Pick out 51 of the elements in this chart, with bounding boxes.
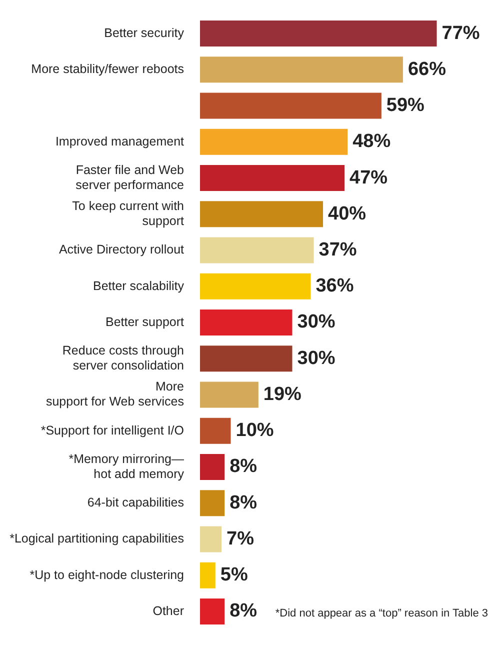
bar bbox=[200, 273, 311, 300]
bar bbox=[200, 598, 225, 624]
y-tick-label: Active Directory rollout bbox=[58, 242, 185, 257]
data-label: 10% bbox=[236, 420, 274, 442]
y-tick-label: *Up to eight-node clustering bbox=[30, 568, 184, 582]
bar bbox=[200, 454, 225, 480]
data-label: 8% bbox=[230, 492, 258, 514]
bar bbox=[200, 165, 345, 192]
data-label: 37% bbox=[318, 240, 357, 260]
data-label: 30% bbox=[297, 348, 336, 369]
data-label: 59% bbox=[386, 95, 425, 116]
data-label: 8% bbox=[230, 456, 258, 478]
bar bbox=[200, 128, 348, 155]
y-tick-label: To keep current with support bbox=[72, 199, 185, 228]
y-tick-label: Improved management bbox=[55, 134, 185, 148]
y-tick-label: More support for Web services bbox=[46, 380, 184, 409]
data-label: 48% bbox=[352, 131, 391, 152]
y-tick-label: Better scalability bbox=[92, 278, 185, 293]
y-tick-label: Faster file and Web server performance bbox=[76, 162, 184, 192]
bar bbox=[200, 490, 225, 516]
bar bbox=[200, 201, 323, 228]
bar bbox=[200, 310, 292, 336]
data-label: 36% bbox=[316, 276, 354, 297]
y-tick-label: Better support bbox=[105, 314, 185, 329]
data-label: 5% bbox=[220, 564, 248, 586]
y-tick-label: *Memory mirroring— hot add memory bbox=[68, 452, 185, 481]
data-label: 8% bbox=[230, 600, 258, 622]
bar bbox=[200, 418, 231, 444]
y-tick-label: More stability/fewer reboots bbox=[31, 62, 184, 76]
data-label: 77% bbox=[442, 22, 480, 44]
bar bbox=[200, 20, 437, 47]
annotation: *Did not appear as a “top” reason in Table 3 bbox=[275, 607, 488, 620]
bar bbox=[200, 346, 292, 372]
y-tick-label: Other bbox=[152, 604, 184, 618]
y-tick-label: 64-bit capabilities bbox=[87, 496, 184, 510]
data-label: 30% bbox=[297, 312, 336, 333]
y-tick-label: Better security bbox=[104, 26, 185, 40]
bar bbox=[200, 92, 382, 119]
y-tick-label: Reduce costs through server consolidation bbox=[62, 344, 184, 373]
bar bbox=[200, 237, 314, 264]
data-label: 19% bbox=[263, 384, 302, 405]
data-label: 7% bbox=[226, 528, 254, 550]
y-tick-label: *Logical partitioning capabilities bbox=[10, 532, 184, 546]
bar bbox=[200, 526, 222, 552]
data-label: 66% bbox=[408, 58, 446, 80]
y-tick-label: *Support for intelligent I/O bbox=[40, 423, 184, 438]
bar bbox=[200, 382, 258, 408]
bar bbox=[200, 56, 403, 83]
data-label: 40% bbox=[328, 203, 366, 224]
data-label: 47% bbox=[350, 167, 388, 188]
bar bbox=[200, 562, 216, 588]
